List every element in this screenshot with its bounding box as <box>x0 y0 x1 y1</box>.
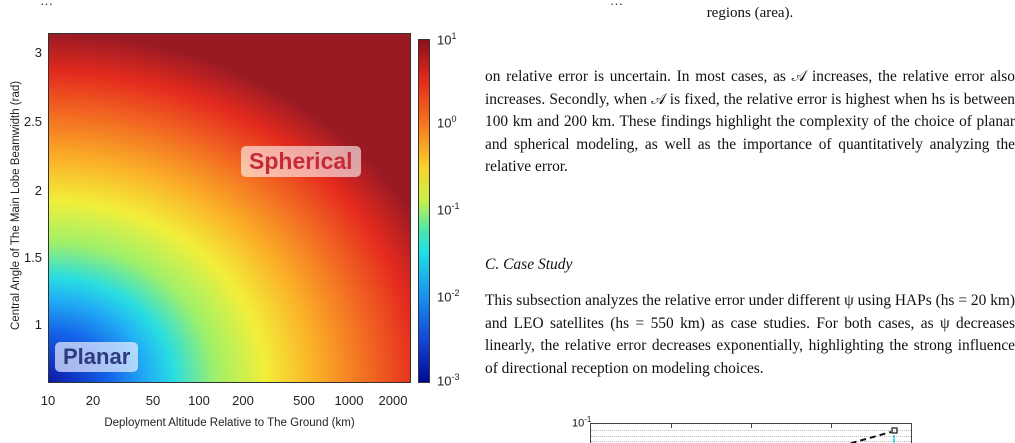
x-tick: 10 <box>40 393 56 408</box>
y-tick: 3 <box>34 45 42 60</box>
colorbar-tick: 101 <box>437 31 457 48</box>
x-tick: 200 <box>232 393 254 408</box>
clipped-text-row: … … <box>0 0 1015 9</box>
clipped-text-mid: … <box>610 0 623 8</box>
x-tick: 100 <box>188 393 210 408</box>
paragraph: This subsection analyzes the relative er… <box>485 292 1015 377</box>
axis-tick <box>751 424 752 428</box>
mini-plot-axes <box>590 423 912 443</box>
section-heading: C. Case Study <box>485 256 573 273</box>
mini-plot-clipped: 10-1 <box>530 414 980 443</box>
mini-plot-series <box>848 427 898 443</box>
y-axis-label: Central Angle of The Main Lobe Beamwidth… <box>10 80 22 330</box>
axis-tick <box>831 424 832 428</box>
x-axis-label: Deployment Altitude Relative to The Grou… <box>104 417 355 429</box>
colorbar-tick: 10-2 <box>437 288 460 305</box>
clipped-text-left: … <box>40 0 53 8</box>
colorbar-tick: 10-1 <box>437 201 460 218</box>
paragraph: on relative error is uncertain. In most … <box>485 68 1015 175</box>
colorbar <box>418 39 430 383</box>
x-tick: 1000 <box>334 393 364 408</box>
heatmap-plot-area: Spherical Planar <box>48 33 411 383</box>
figure-caption-tail: regions (area). <box>706 5 794 21</box>
heatmap-figure: Central Angle of The Main Lobe Beamwidth… <box>0 0 480 443</box>
mini-plot-y-tick: 10-1 <box>572 415 592 430</box>
spherical-region-label: Spherical <box>241 146 361 177</box>
colorbar-tick: 100 <box>437 114 457 131</box>
grid-line <box>591 430 911 431</box>
x-tick: 500 <box>293 393 315 408</box>
y-tick: 1 <box>34 317 42 332</box>
y-tick: 2.5 <box>23 114 42 129</box>
y-tick: 1.5 <box>23 250 42 265</box>
x-tick: 20 <box>85 393 101 408</box>
planar-region-label: Planar <box>55 342 139 372</box>
text-column: regions (area). on relative error is unc… <box>485 0 1015 443</box>
y-tick: 2 <box>34 183 42 198</box>
x-tick: 2000 <box>378 393 408 408</box>
grid-line <box>591 441 911 442</box>
grid-line <box>591 436 911 437</box>
colorbar-tick: 10-3 <box>437 372 460 389</box>
x-tick: 50 <box>145 393 161 408</box>
axis-tick <box>671 424 672 428</box>
